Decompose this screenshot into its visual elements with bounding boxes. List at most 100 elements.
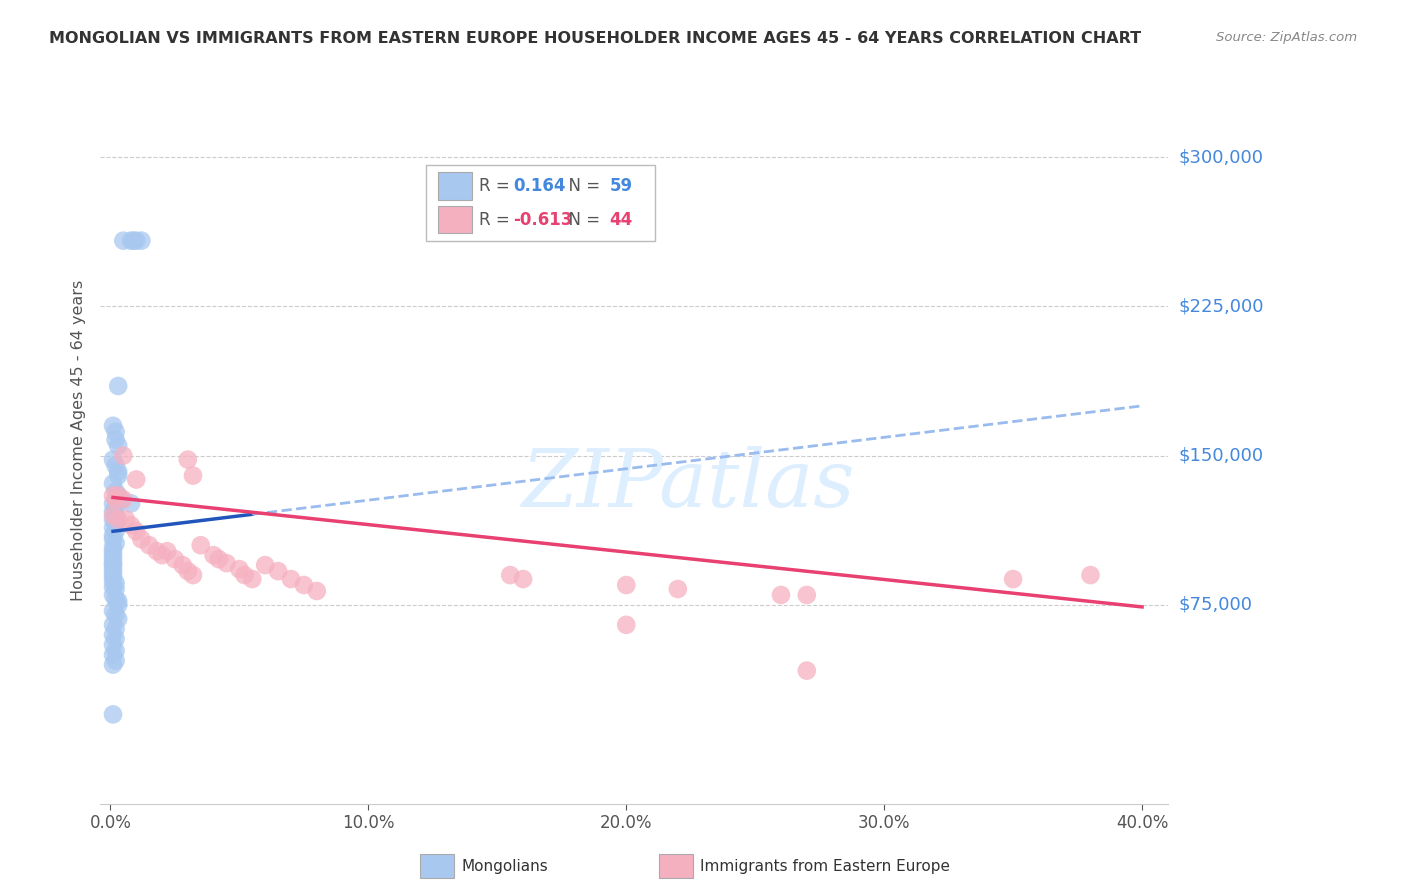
Text: N =: N =	[558, 177, 606, 195]
Point	[512, 572, 534, 586]
Point	[101, 617, 124, 632]
Point	[107, 488, 129, 502]
Point	[101, 520, 124, 534]
Point	[190, 538, 212, 552]
Point	[104, 622, 127, 636]
Point	[305, 584, 328, 599]
Text: R =: R =	[479, 177, 515, 195]
Point	[150, 548, 173, 562]
Text: $300,000: $300,000	[1180, 148, 1264, 166]
Point	[112, 449, 135, 463]
Point	[208, 552, 231, 566]
Point	[115, 512, 138, 526]
Point	[107, 439, 129, 453]
Text: 0.164: 0.164	[513, 177, 565, 195]
Point	[122, 234, 145, 248]
Point	[104, 516, 127, 531]
Point	[120, 496, 142, 510]
Text: 44: 44	[609, 211, 633, 228]
Point	[614, 578, 637, 592]
Point	[131, 533, 153, 547]
Point	[107, 598, 129, 612]
Point	[104, 643, 127, 657]
Text: 59: 59	[609, 177, 633, 195]
Point	[215, 556, 238, 570]
Point	[125, 473, 148, 487]
Point	[240, 572, 263, 586]
Point	[267, 564, 290, 578]
Point	[101, 533, 124, 547]
Text: -0.613: -0.613	[513, 211, 572, 228]
Point	[101, 580, 124, 594]
Point	[101, 648, 124, 662]
Point	[172, 558, 194, 573]
Point	[104, 591, 127, 606]
Point	[181, 468, 204, 483]
Point	[101, 488, 124, 502]
Point	[1002, 572, 1025, 586]
Point	[110, 492, 132, 507]
Point	[131, 234, 153, 248]
Point	[120, 234, 142, 248]
Point	[499, 568, 522, 582]
Point	[104, 508, 127, 523]
Point	[107, 512, 129, 526]
Point	[101, 508, 124, 523]
Point	[101, 707, 124, 722]
Point	[101, 552, 124, 566]
Point	[101, 562, 124, 576]
Text: $75,000: $75,000	[1180, 596, 1253, 614]
Text: $150,000: $150,000	[1180, 447, 1264, 465]
Point	[112, 492, 135, 507]
Point	[101, 544, 124, 558]
Point	[101, 540, 124, 554]
Point	[233, 568, 256, 582]
Point	[104, 500, 127, 515]
Point	[614, 617, 637, 632]
Point	[177, 564, 200, 578]
FancyBboxPatch shape	[426, 165, 655, 241]
Point	[107, 379, 129, 393]
Point	[104, 632, 127, 646]
Point	[101, 628, 124, 642]
Point	[254, 558, 277, 573]
Point	[101, 604, 124, 618]
Point	[101, 638, 124, 652]
Point	[101, 452, 124, 467]
Point	[101, 476, 124, 491]
Point	[101, 528, 124, 542]
Text: Immigrants from Eastern Europe: Immigrants from Eastern Europe	[700, 859, 950, 873]
Point	[104, 576, 127, 591]
Point	[112, 234, 135, 248]
Point	[146, 544, 169, 558]
Point	[796, 664, 818, 678]
Point	[138, 538, 160, 552]
Point	[101, 556, 124, 570]
Point	[101, 570, 124, 584]
Point	[101, 574, 124, 588]
Point	[104, 458, 127, 473]
Point	[104, 607, 127, 622]
Point	[101, 496, 124, 510]
Point	[202, 548, 225, 562]
Point	[163, 552, 186, 566]
Point	[104, 582, 127, 596]
FancyBboxPatch shape	[437, 172, 471, 200]
Point	[769, 588, 792, 602]
Point	[228, 562, 250, 576]
Point	[1080, 568, 1102, 582]
Point	[107, 594, 129, 608]
Text: $225,000: $225,000	[1180, 297, 1264, 316]
Point	[101, 657, 124, 672]
Y-axis label: Householder Income Ages 45 - 64 years: Householder Income Ages 45 - 64 years	[72, 280, 86, 601]
Point	[104, 484, 127, 499]
Point	[104, 425, 127, 439]
Point	[101, 504, 124, 518]
Text: Source: ZipAtlas.com: Source: ZipAtlas.com	[1216, 31, 1357, 45]
Point	[156, 544, 179, 558]
Point	[104, 433, 127, 447]
Point	[181, 568, 204, 582]
Point	[101, 418, 124, 433]
Point	[120, 518, 142, 533]
Text: Mongolians: Mongolians	[461, 859, 548, 873]
